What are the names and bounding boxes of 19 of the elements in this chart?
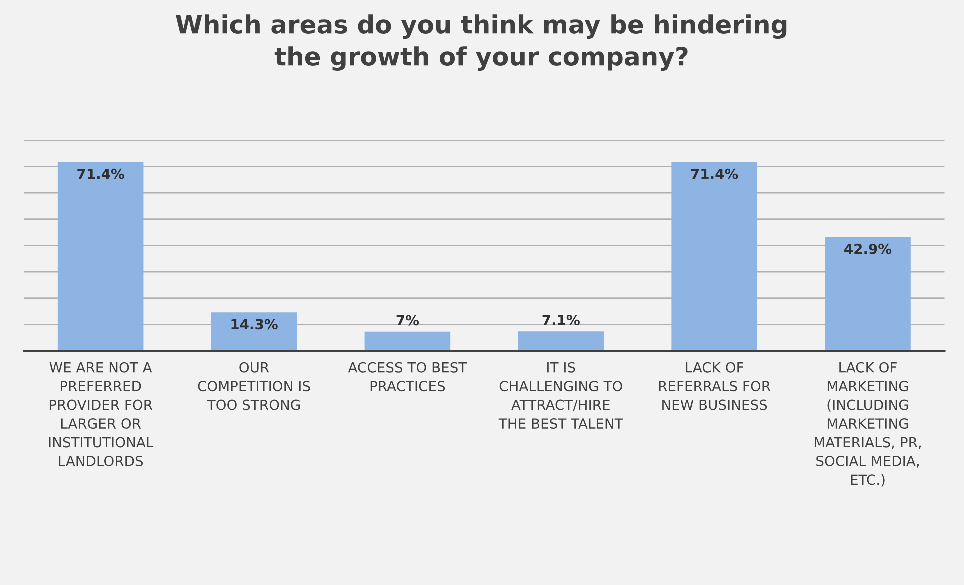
bar — [672, 162, 758, 351]
bar — [211, 312, 298, 351]
x-tick-label: IT IS CHALLENGING TO ATTRACT/HIRE THE BEST TALENT — [498, 362, 624, 430]
data-label: 71.4% — [691, 168, 738, 180]
x-tick-label: OUR COMPETITION IS TOO STRONG — [198, 362, 310, 410]
data-label: 7.1% — [542, 314, 580, 326]
data-label: 14.3% — [232, 319, 278, 330]
bar — [364, 332, 451, 351]
bar — [825, 237, 911, 351]
bar — [518, 332, 604, 351]
data-label: 71.4% — [78, 168, 124, 180]
bar — [58, 162, 144, 351]
data-label: 7% — [396, 315, 420, 326]
chart-title: Which areas do you think may be hindering the growth of your company? — [176, 14, 787, 72]
data-label: 42.9% — [844, 244, 892, 254]
x-tick-label: LACK OF MARKETING (INCLUDING MARKETING MATERIALS, PR, SOCIAL MEDIA, ETC.) — [814, 362, 922, 487]
x-tick-label: LACK OF REFERRALS FOR NEW BUSINESS — [659, 362, 771, 410]
x-tick-label: ACCESS TO BEST PRACTICES — [348, 362, 468, 392]
x-tick-label: WE ARE NOT A PREFERRED PROVIDER FOR LARGER OR INSTITUTIONAL LANDLORDS — [49, 362, 154, 466]
